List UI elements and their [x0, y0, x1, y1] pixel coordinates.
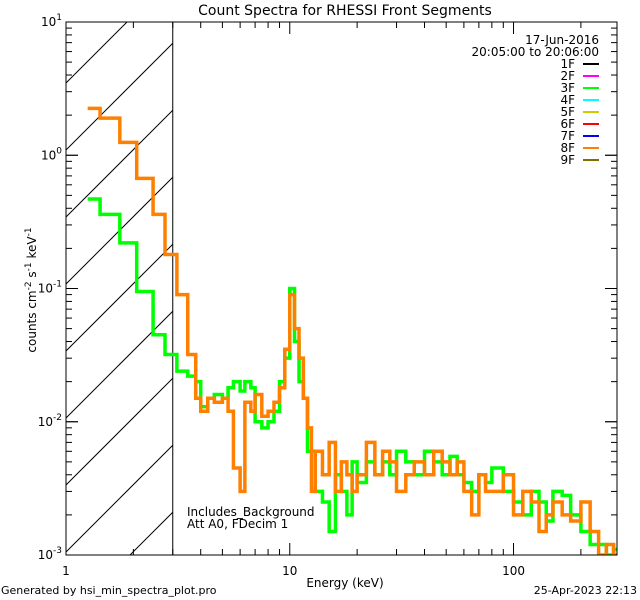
legend-label-6F: 6F [560, 117, 575, 131]
x-tick-label: 10 [282, 564, 297, 578]
hatched-region [65, 21, 174, 556]
x-tick-label: 100 [502, 564, 525, 578]
time-range-label: 20:05:00 to 20:06:00 [472, 45, 599, 59]
hatch-line [65, 444, 174, 553]
date-label: 17-Jun-2016 [525, 33, 599, 47]
annotation-attenuator: Att A0, FDecim 1 [187, 517, 288, 531]
hatch-line [65, 21, 128, 84]
y-tick-label: 10-3 [38, 546, 62, 562]
footer-timestamp: 25-Apr-2023 22:13 [534, 584, 637, 597]
x-tick-label: 1 [62, 564, 70, 578]
hatch-line [65, 109, 174, 218]
legend-label-3F: 3F [560, 81, 575, 95]
legend-label-4F: 4F [560, 93, 575, 107]
hatch-line [65, 377, 174, 486]
legend-label-1F: 1F [560, 57, 575, 71]
footer-generated-by: Generated by hsi_min_spectra_plot.pro [1, 584, 217, 597]
hatch-line [65, 42, 174, 151]
chart-title: Count Spectra for RHESSI Front Segments [198, 3, 492, 19]
y-axis-label: counts cm-2 s-1 keV-1 [24, 227, 39, 352]
legend-label-8F: 8F [560, 141, 575, 155]
hatch-line [65, 243, 174, 352]
annotation-background: Includes_Background [187, 505, 315, 519]
legend-label-7F: 7F [560, 129, 575, 143]
x-axis-label: Energy (keV) [306, 576, 383, 590]
y-tick-label: 101 [41, 13, 62, 29]
hatch-line [65, 310, 174, 419]
legend-label-2F: 2F [560, 69, 575, 83]
legend-label-5F: 5F [560, 105, 575, 119]
y-tick-label: 10-1 [38, 280, 62, 296]
y-tick-label: 100 [41, 146, 62, 162]
legend-label-9F: 9F [560, 153, 575, 167]
hatch-line [129, 511, 174, 556]
y-tick-label: 10-2 [38, 413, 62, 429]
series-8F [87, 106, 617, 555]
